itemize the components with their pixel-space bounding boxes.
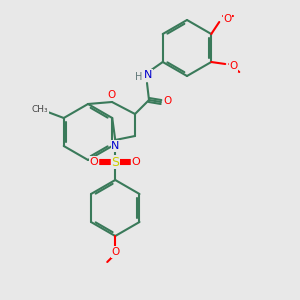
Text: N: N bbox=[111, 141, 119, 151]
Text: S: S bbox=[111, 155, 119, 169]
Text: N: N bbox=[144, 70, 152, 80]
Text: O: O bbox=[108, 90, 116, 100]
Text: O: O bbox=[223, 14, 231, 24]
Text: O: O bbox=[164, 96, 172, 106]
Text: H: H bbox=[135, 72, 143, 82]
Text: O: O bbox=[90, 157, 99, 167]
Text: O: O bbox=[229, 61, 237, 71]
Text: O: O bbox=[132, 157, 141, 167]
Text: CH₃: CH₃ bbox=[32, 104, 48, 113]
Text: O: O bbox=[111, 247, 119, 257]
